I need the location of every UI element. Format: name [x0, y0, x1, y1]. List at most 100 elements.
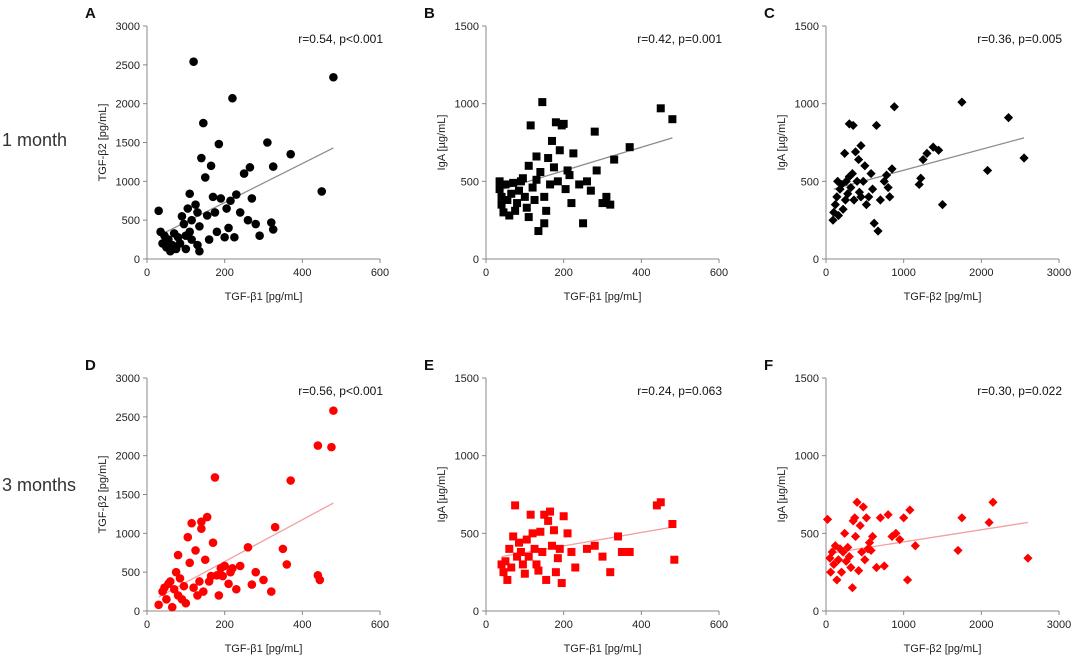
panel-d-data-point: [189, 583, 198, 592]
panel-e-ytick-label: 1500: [455, 373, 479, 385]
panel-d-data-point: [154, 600, 163, 610]
panel-c-data-point: [840, 148, 850, 158]
panel-c-xtick-label: 0: [823, 267, 829, 279]
panel-c-data-point: [928, 142, 938, 152]
panel-b-xtick-label: 400: [632, 267, 650, 279]
panel-c-data-point: [887, 164, 897, 174]
panel-c-data-point: [848, 120, 858, 131]
panel-d-data-point: [224, 579, 233, 589]
panel-a-xtick-label: 400: [293, 267, 311, 279]
panel-e-data-point: [542, 575, 551, 584]
panel-e-data-point: [501, 557, 510, 566]
panel-a-data-point: [204, 235, 214, 244]
panel-a-data-point: [177, 211, 187, 221]
panel-f-data-point: [895, 534, 905, 545]
panel-d-data-point: [266, 587, 276, 596]
panel-f-data-point: [984, 517, 994, 528]
panel-c-data-point: [861, 200, 871, 210]
panel-b-data-point: [497, 200, 506, 209]
panel-c-data-point: [866, 168, 876, 179]
panel-d-data-point: [259, 575, 268, 585]
panel-d-data-point: [282, 560, 292, 569]
panel-d-ytick-label: 2500: [116, 412, 140, 424]
panel-a-data-point: [286, 149, 295, 159]
panel-c-data-point: [830, 200, 840, 210]
panel-d-data-point: [169, 584, 179, 594]
panel-c-data-point: [843, 189, 853, 199]
panel-d-data-point: [171, 567, 181, 577]
panel-c-data-point: [937, 200, 948, 210]
panel-c-ytick-label: 0: [813, 254, 819, 266]
panel-b-data-point: [515, 186, 524, 195]
panel-b-data-point: [569, 149, 578, 158]
panel-c-ytick-label: 1000: [795, 99, 819, 111]
panel-f-data-point: [879, 561, 889, 571]
panel-c-data-point: [832, 192, 842, 202]
panel-c-data-point: [844, 172, 854, 182]
panel-a-data-point: [329, 72, 338, 82]
panel-b-data-point: [540, 192, 549, 201]
panel-a-data-point: [189, 57, 198, 67]
panel-a-data-point: [216, 194, 226, 203]
panel-a-data-point: [251, 219, 261, 229]
panel-f-xtick-label: 0: [823, 619, 829, 631]
panel-b-data-point: [610, 155, 619, 164]
panel-f-data-point: [835, 544, 845, 554]
panel-e-ytick-label: 1000: [455, 451, 479, 463]
panel-e-xtick-label: 200: [554, 619, 572, 631]
panel-f-data-point: [891, 528, 901, 538]
panel-b-data-point: [509, 178, 518, 187]
panel-c-xtick-label: 2000: [969, 267, 993, 279]
panel-b-xtick-label: 200: [554, 267, 572, 279]
panel-c-data-point: [885, 192, 895, 202]
panel-f-ytick-label: 1500: [795, 373, 819, 385]
panel-b-data-point: [540, 219, 549, 228]
panel-e-data-point: [520, 569, 529, 578]
panel-f-data-point: [843, 542, 853, 552]
panel-f-data-point: [861, 513, 871, 523]
panel-d-ytick-label: 2000: [116, 451, 140, 463]
panel-a-ytick-label: 1000: [116, 176, 140, 188]
panel-d-data-point: [278, 544, 288, 554]
panel-d-data-point: [220, 561, 229, 571]
panel-b-ytick-label: 500: [461, 176, 479, 188]
panel-b-data-point: [551, 118, 560, 127]
panel-f-data-point: [902, 575, 913, 585]
panel-b-stat-annotation: r=0.42, p=0.001: [637, 32, 722, 46]
panel-d-xtick-label: 400: [293, 619, 311, 631]
panel-e-data-point: [522, 535, 531, 544]
panel-b-data-point: [532, 175, 541, 184]
panel-d-x-title: TGF-β1 [pg/mL]: [225, 643, 303, 655]
panel-c-data-point: [869, 218, 879, 228]
panel-a-data-point: [226, 196, 235, 206]
panel-d-data-point: [166, 577, 175, 586]
panel-e-data-point: [668, 520, 677, 529]
panel-b-data-point: [503, 195, 512, 204]
panel-f-data-point: [957, 513, 967, 523]
panel-b-data-point: [528, 183, 537, 192]
panel-b-data-point: [602, 192, 611, 201]
panel-c-x-title: TGF-β2 [pg/mL]: [904, 291, 982, 303]
panel-d-data-point: [251, 567, 261, 577]
panel-d-data-point: [183, 532, 193, 542]
panel-e-data-point: [526, 510, 535, 519]
panel-a-x-title: TGF-β1 [pg/mL]: [225, 291, 303, 303]
panel-e-data-point: [536, 527, 545, 536]
panel-d-data-point: [199, 587, 208, 596]
panel-f-data-point: [875, 513, 885, 523]
panel-b-data-point: [656, 104, 665, 113]
panel-b-data-point: [579, 219, 588, 228]
panel-b-data-point: [538, 98, 547, 107]
panel-e-data-point: [532, 560, 541, 569]
panel-e-data-point: [507, 563, 516, 572]
panel-a-data-point: [268, 162, 278, 171]
panel-c: C 0 500 1000 1500 0 1000 2000 3000 TGF-β2 [pg/mL]…: [764, 5, 1071, 303]
panel-c-data-point: [852, 176, 862, 186]
panel-c-data-point: [847, 168, 858, 179]
panel-e-data-point: [548, 541, 557, 550]
panel-e-data-point: [563, 529, 572, 538]
panel-b: B 0 500 1000 1500 0 200 400 600 TGF-β1 [pg/mL] IgA…: [424, 5, 728, 303]
panel-e-data-point: [625, 547, 634, 556]
panel-c-data-point: [875, 195, 885, 205]
panel-d-xtick-label: 600: [371, 619, 389, 631]
